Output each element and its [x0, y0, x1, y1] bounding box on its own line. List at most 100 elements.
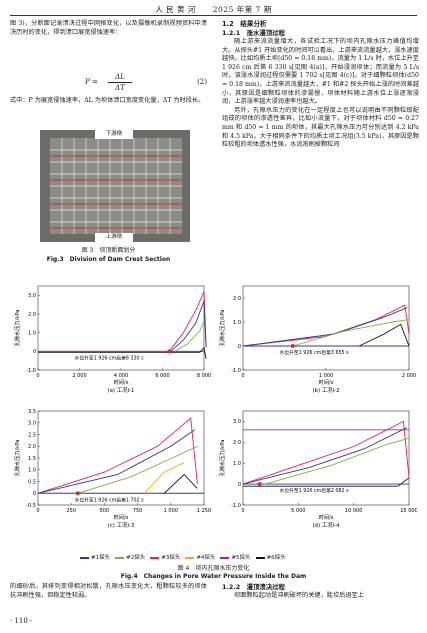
- section-heading-1-2-2: 1.2.2 漫顶溃决过程: [222, 583, 285, 591]
- series-line-5: [243, 477, 410, 487]
- fig3-caption-en: Fig.3 Division of Dam Crest Section: [46, 256, 171, 263]
- onset-annotation: 水位升至1 926 cm后第6 330 s: [75, 354, 145, 361]
- section-heading-1-2: 1.2 结果分析: [222, 20, 267, 28]
- x-axis-label: 时间/s: [114, 378, 129, 386]
- series-line-4: [143, 462, 185, 494]
- chart-caption: (b) 工况Ⅰ-2: [312, 387, 339, 394]
- y-tick-label: 0: [33, 349, 36, 355]
- y-tick-label: 0: [33, 491, 36, 497]
- y-tick-label: 1.0: [233, 320, 241, 326]
- right-column: 1.2 结果分析 1.2.1 涨水漫顶过程 随上游来流流量增大，各试验工况下的坝…: [222, 20, 419, 150]
- series-line-1: [242, 304, 410, 347]
- legend-swatch: [115, 556, 125, 559]
- y-axis-label: 孔隙水压力/kPa: [218, 440, 226, 477]
- chart-a: -1.0 0 1.0 2.0 3.0 0 2 000 4 000 6 000 8 000 时间/s 孔…: [12, 280, 212, 400]
- y-tick-label: 1.5: [28, 456, 36, 462]
- legend-swatch: [150, 556, 160, 559]
- onset-marker: [167, 349, 172, 354]
- y-tick-label: 1.0: [28, 468, 36, 474]
- series-line-3: [264, 437, 410, 485]
- x-tick-label: 1 000: [164, 508, 178, 514]
- series-line-1: [242, 420, 410, 485]
- x-tick-label: 2 000: [402, 373, 416, 379]
- x-tick-label: 6 000: [155, 373, 169, 379]
- fig3-label-downstream: 下游侧: [105, 131, 123, 137]
- chart-caption: (d) 工况Ⅰ-4: [312, 522, 340, 529]
- formula-2: P = ΔL ΔT (2): [10, 73, 207, 93]
- plot-frame: [37, 410, 205, 506]
- legend-entry-6: #6探头: [255, 553, 286, 561]
- series-line-2: [242, 307, 408, 347]
- y-axis-label: 孔隙水压力/kPa: [13, 440, 21, 477]
- y-tick-label: 2.5: [28, 432, 36, 438]
- y-tick-label: 2.0: [233, 296, 241, 302]
- legend-label: #2探头: [126, 555, 146, 561]
- x-tick-label: 0: [241, 373, 244, 379]
- series-line-1: [38, 291, 207, 352]
- chart-c: -0.5 0 0.5 1.0 1.5 2.0 2.5 3.0 3.5 0 250 500 750 1 00…: [12, 405, 212, 535]
- x-tick-label: 1 250: [197, 508, 211, 514]
- chart-caption: (a) 工况Ⅰ-1: [108, 387, 135, 394]
- x-axis-label: 时间/s: [114, 513, 129, 521]
- fig3-label-upstream: 上游侧: [105, 234, 123, 240]
- x-tick-label: 0: [241, 508, 244, 514]
- x-tick-label: 4 000: [114, 373, 128, 379]
- right-paragraph-1: 随上游来流流量增大，各试验工况下的坝内孔隙水压力峰值均增大。从探头#1 开始变化…: [222, 38, 419, 106]
- legend-entry-5: #5探头: [220, 553, 251, 561]
- bottom-right-block: 1.2.2 漫顶溃决过程 坝面颗粒起动是冲刷破坏的关键，陡坎后退至上: [222, 583, 419, 601]
- legend-entry-2: #2探头: [115, 553, 145, 561]
- legend-swatch: [185, 556, 195, 559]
- y-tick-label: -1.0: [26, 368, 36, 374]
- y-tick-label: -1.0: [231, 503, 241, 509]
- y-tick-label: -1.0: [231, 368, 241, 374]
- y-tick-label: 3.0: [28, 293, 36, 299]
- chart-caption: (c) 工况Ⅰ-3: [108, 522, 135, 529]
- x-tick-label: 500: [100, 508, 110, 514]
- y-axis-label: 孔隙水压力/kPa: [13, 310, 21, 347]
- formula-denominator: ΔT: [115, 84, 125, 92]
- journal-name: 人 民 黄 河: [155, 5, 196, 14]
- legend-label: #3探头: [161, 555, 181, 561]
- x-tick-label: 10 000: [345, 508, 363, 514]
- chart-d: -1.0 0 1.0 2.0 3.0 0 5 000 10 000 15 000 时间/s 孔隙水压…: [217, 405, 417, 535]
- series-line-4: [359, 323, 410, 347]
- series-line-3: [77, 445, 198, 494]
- legend-label: #4探头: [196, 555, 216, 561]
- onset-marker: [290, 344, 295, 348]
- left-paragraph-2: 式中：P 为展宽侵蚀速率，ΔL 为坝体溃口宽度变化量，ΔT 为时段长。: [10, 97, 205, 104]
- x-tick-label: 0: [36, 373, 39, 379]
- legend-swatch: [80, 556, 89, 559]
- y-tick-label: 3.0: [233, 419, 241, 425]
- x-tick-label: 2 000: [72, 373, 86, 379]
- fig3-photo: 下游侧 上游侧: [40, 130, 190, 242]
- legend-entry-4: #4探头: [185, 553, 215, 561]
- y-tick-label: 0.5: [28, 479, 36, 485]
- onset-marker: [75, 491, 80, 496]
- legend-entry-3: #3探头: [150, 553, 180, 561]
- y-axis-label: 孔隙水压力/kPa: [218, 310, 226, 347]
- section-heading-1-2-1: 1.2.1 涨水漫顶过程: [222, 29, 285, 37]
- formula-lhs: P =: [85, 78, 98, 86]
- x-tick-label: 5 000: [291, 508, 305, 514]
- series-line-2: [242, 427, 408, 485]
- formula-number: (2): [197, 78, 207, 86]
- y-tick-label: 1.0: [233, 461, 241, 467]
- series-line-2: [37, 429, 195, 494]
- y-tick-label: 0: [238, 482, 241, 488]
- fig4-caption-cn: 图 4 坝内孔隙水压力变化: [177, 565, 250, 572]
- onset-annotation: 水位升至1 926 cm后第1 702 s: [75, 496, 145, 503]
- y-tick-label: 1.0: [28, 330, 36, 336]
- bottom-right-paragraph: 坝面颗粒起动是冲刷破坏的关键，陡坎后退至上: [234, 592, 364, 599]
- left-paragraph-2-block: 式中：P 为展宽侵蚀速率，ΔL 为坝体溃口宽度变化量，ΔT 为时段长。: [10, 97, 207, 106]
- right-paragraph-2: 另外，孔隙水压力的变化在一定程度上也可以说明由不同颗粒级配组成的坝体的渗透性差异…: [222, 106, 419, 149]
- series-line-5: [163, 473, 198, 494]
- header-rule: [10, 15, 417, 16]
- x-axis-label: 时间/s: [319, 513, 334, 521]
- fig4-caption-en: Fig.4 Changes in Pore Water Pressure Ins…: [120, 573, 307, 580]
- x-tick-label: 15 000: [400, 508, 417, 514]
- series-line-3: [292, 319, 410, 347]
- x-tick-label: 0: [36, 508, 39, 514]
- plot-frame: [242, 410, 410, 506]
- y-tick-label: 2.0: [28, 312, 36, 318]
- series-line-4: [38, 346, 207, 359]
